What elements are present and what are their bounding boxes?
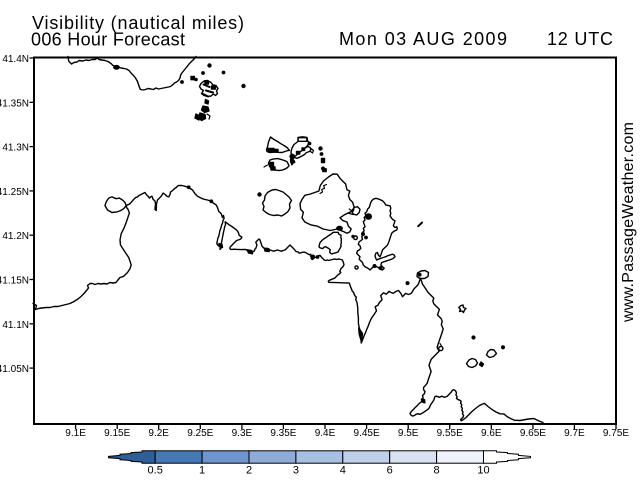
svg-text:6: 6 — [387, 465, 393, 477]
svg-text:9.35E: 9.35E — [270, 428, 296, 439]
svg-text:41.35N: 41.35N — [0, 98, 29, 109]
svg-text:9.1E: 9.1E — [65, 428, 86, 439]
svg-text:1: 1 — [199, 465, 205, 477]
svg-text:12 UTC: 12 UTC — [547, 29, 613, 49]
svg-text:41.25N: 41.25N — [0, 187, 29, 198]
svg-text:006 Hour Forecast: 006 Hour Forecast — [31, 30, 185, 50]
svg-text:41.05N: 41.05N — [0, 364, 29, 375]
svg-text:9.15E: 9.15E — [104, 428, 130, 439]
svg-text:2: 2 — [246, 465, 252, 477]
svg-text:www.PassageWeather.com: www.PassageWeather.com — [620, 122, 637, 323]
svg-text:41.3N: 41.3N — [2, 143, 29, 154]
svg-text:9.5E: 9.5E — [398, 428, 419, 439]
svg-text:3: 3 — [293, 465, 299, 477]
svg-text:Mon 03 AUG 2009: Mon 03 AUG 2009 — [339, 29, 507, 49]
svg-text:Visibility (nautical miles): Visibility (nautical miles) — [32, 13, 244, 33]
svg-text:9.55E: 9.55E — [437, 428, 463, 439]
svg-text:9.4E: 9.4E — [315, 428, 336, 439]
svg-text:4: 4 — [340, 465, 346, 477]
svg-text:9.2E: 9.2E — [148, 428, 169, 439]
svg-text:9.7E: 9.7E — [564, 428, 585, 439]
svg-text:0.5: 0.5 — [148, 465, 163, 477]
svg-text:9.3E: 9.3E — [232, 428, 253, 439]
svg-text:41.1N: 41.1N — [2, 320, 29, 331]
svg-text:9.45E: 9.45E — [354, 428, 380, 439]
svg-text:9.75E: 9.75E — [603, 428, 629, 439]
svg-text:41.15N: 41.15N — [0, 276, 29, 287]
svg-text:10: 10 — [477, 465, 489, 477]
svg-text:9.65E: 9.65E — [520, 428, 546, 439]
svg-text:8: 8 — [434, 465, 440, 477]
svg-text:41.2N: 41.2N — [2, 231, 29, 242]
svg-text:41.4N: 41.4N — [2, 54, 29, 65]
svg-text:9.6E: 9.6E — [481, 428, 502, 439]
svg-text:9.25E: 9.25E — [187, 428, 213, 439]
